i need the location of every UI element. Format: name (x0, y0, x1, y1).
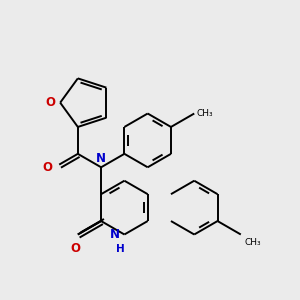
Text: H: H (116, 244, 124, 254)
Text: CH₃: CH₃ (197, 109, 213, 118)
Text: CH₃: CH₃ (244, 238, 261, 247)
Text: O: O (70, 242, 80, 255)
Text: O: O (45, 96, 55, 109)
Text: N: N (110, 228, 120, 241)
Text: O: O (43, 161, 53, 174)
Text: N: N (96, 152, 106, 165)
